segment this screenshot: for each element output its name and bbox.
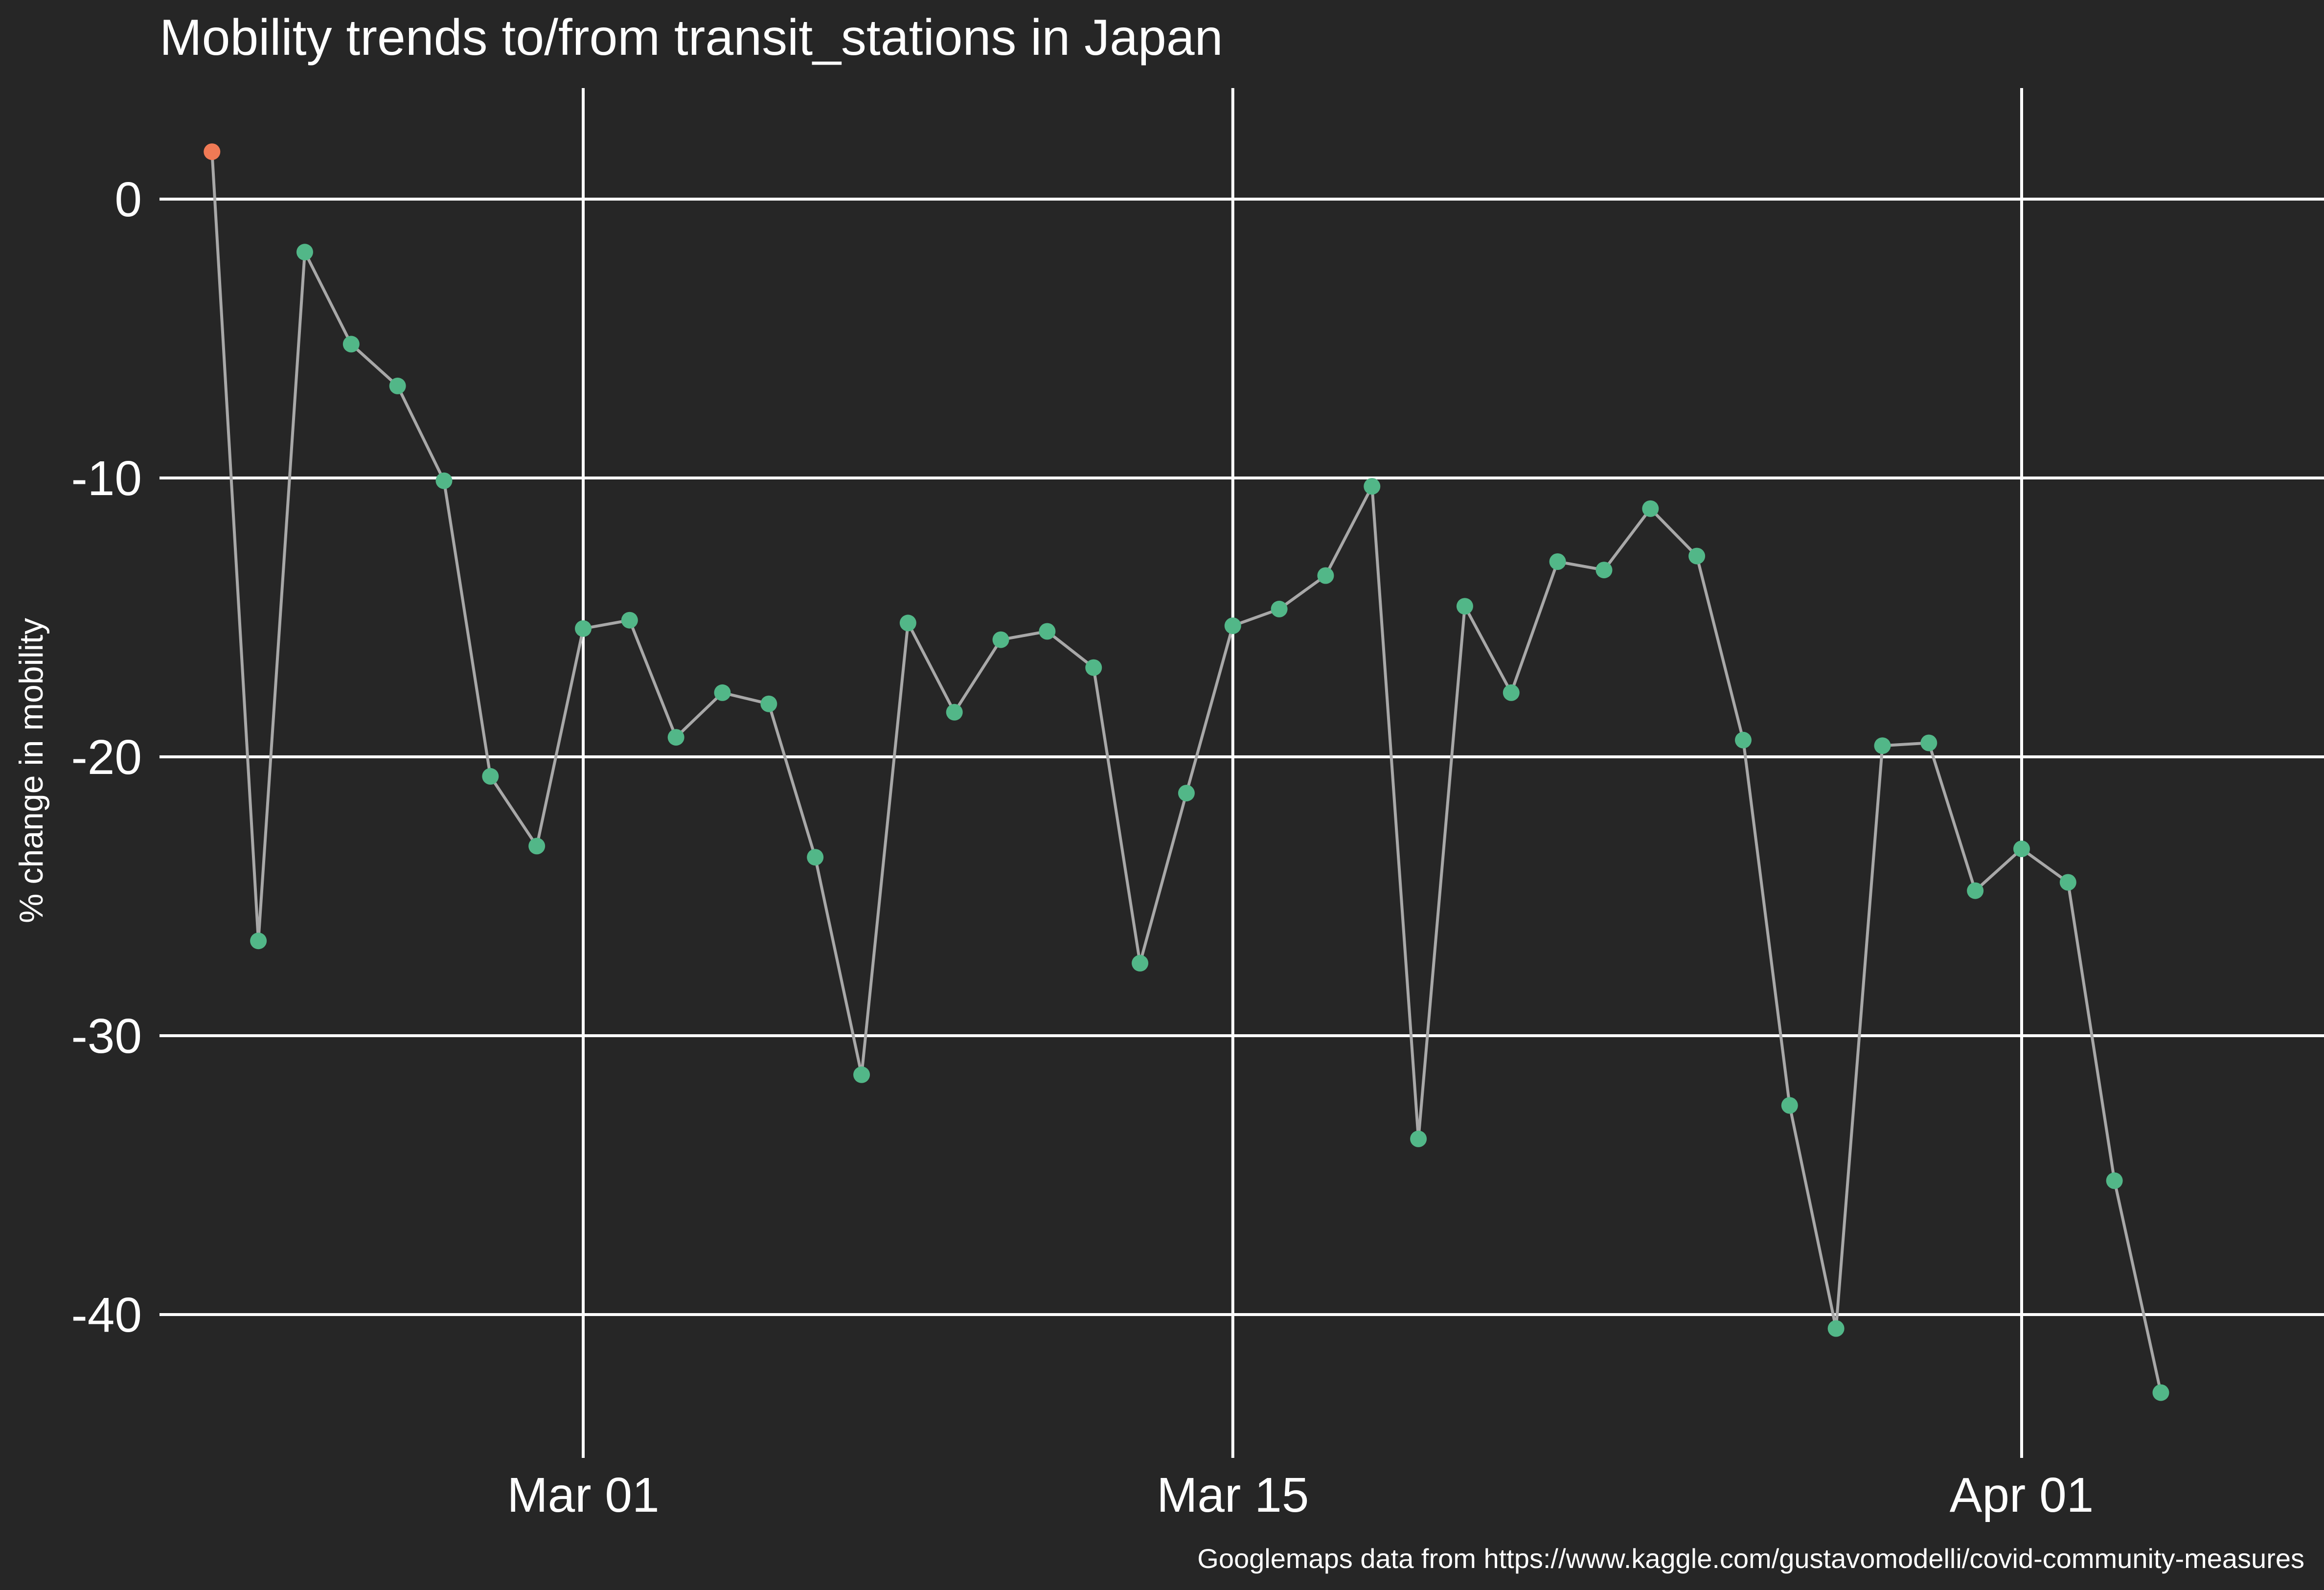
y-tick-label: 0 bbox=[114, 172, 142, 227]
data-point bbox=[2013, 840, 2030, 858]
data-point bbox=[1364, 478, 1381, 495]
x-tick-label: Mar 15 bbox=[1157, 1468, 1309, 1522]
data-point bbox=[1642, 500, 1659, 517]
data-point bbox=[853, 1066, 870, 1083]
data-point bbox=[992, 631, 1009, 648]
data-point bbox=[667, 729, 684, 746]
data-point bbox=[1039, 623, 1056, 640]
data-point bbox=[1224, 617, 1241, 635]
data-point bbox=[1688, 547, 1706, 565]
data-point bbox=[435, 472, 453, 489]
data-point bbox=[575, 620, 592, 637]
data-point bbox=[204, 143, 221, 160]
data-point bbox=[1874, 737, 1891, 754]
chart-title: Mobility trends to/from transit_stations… bbox=[159, 9, 1223, 66]
data-point bbox=[1085, 659, 1102, 676]
data-point bbox=[2059, 874, 2076, 891]
chart-caption: Googlemaps data from https://www.kaggle.… bbox=[1197, 1543, 2304, 1574]
tick-labels: 0 -10 -20 -30 -40 Mar 01 Mar 15 Apr 01 bbox=[71, 172, 2094, 1522]
data-point bbox=[1967, 882, 1984, 899]
data-point bbox=[1271, 600, 1288, 617]
y-tick-label: -20 bbox=[71, 730, 142, 785]
y-axis-label: % change in mobility bbox=[13, 618, 50, 923]
data-point bbox=[1456, 598, 1473, 615]
data-point bbox=[1920, 734, 1937, 751]
data-point bbox=[760, 695, 777, 712]
data-point bbox=[342, 336, 360, 353]
data-point bbox=[389, 377, 406, 394]
data-point bbox=[528, 838, 546, 855]
y-tick-label: -40 bbox=[71, 1288, 142, 1342]
data-point bbox=[1132, 954, 1149, 972]
data-point bbox=[250, 932, 267, 950]
data-point bbox=[1549, 553, 1566, 570]
data-point bbox=[1178, 785, 1195, 802]
data-point bbox=[1595, 562, 1613, 579]
data-point bbox=[807, 849, 824, 866]
data-point bbox=[2152, 1384, 2169, 1401]
y-tick-label: -30 bbox=[71, 1009, 142, 1064]
data-point bbox=[296, 244, 313, 261]
data-points bbox=[204, 143, 2169, 1401]
grid bbox=[159, 88, 2324, 1458]
data-point bbox=[621, 612, 638, 629]
y-tick-label: -10 bbox=[71, 451, 142, 506]
data-point bbox=[1317, 567, 1334, 584]
data-point bbox=[1410, 1130, 1427, 1147]
data-point bbox=[1781, 1097, 1798, 1114]
x-tick-label: Mar 01 bbox=[507, 1468, 659, 1522]
data-point bbox=[1734, 731, 1752, 749]
data-point bbox=[482, 768, 499, 785]
data-point bbox=[1827, 1320, 1845, 1337]
data-point bbox=[714, 684, 731, 701]
data-point bbox=[899, 614, 916, 632]
data-point bbox=[946, 704, 963, 721]
x-tick-label: Apr 01 bbox=[1950, 1468, 2094, 1522]
data-point bbox=[2106, 1172, 2123, 1189]
data-point bbox=[1503, 684, 1520, 701]
